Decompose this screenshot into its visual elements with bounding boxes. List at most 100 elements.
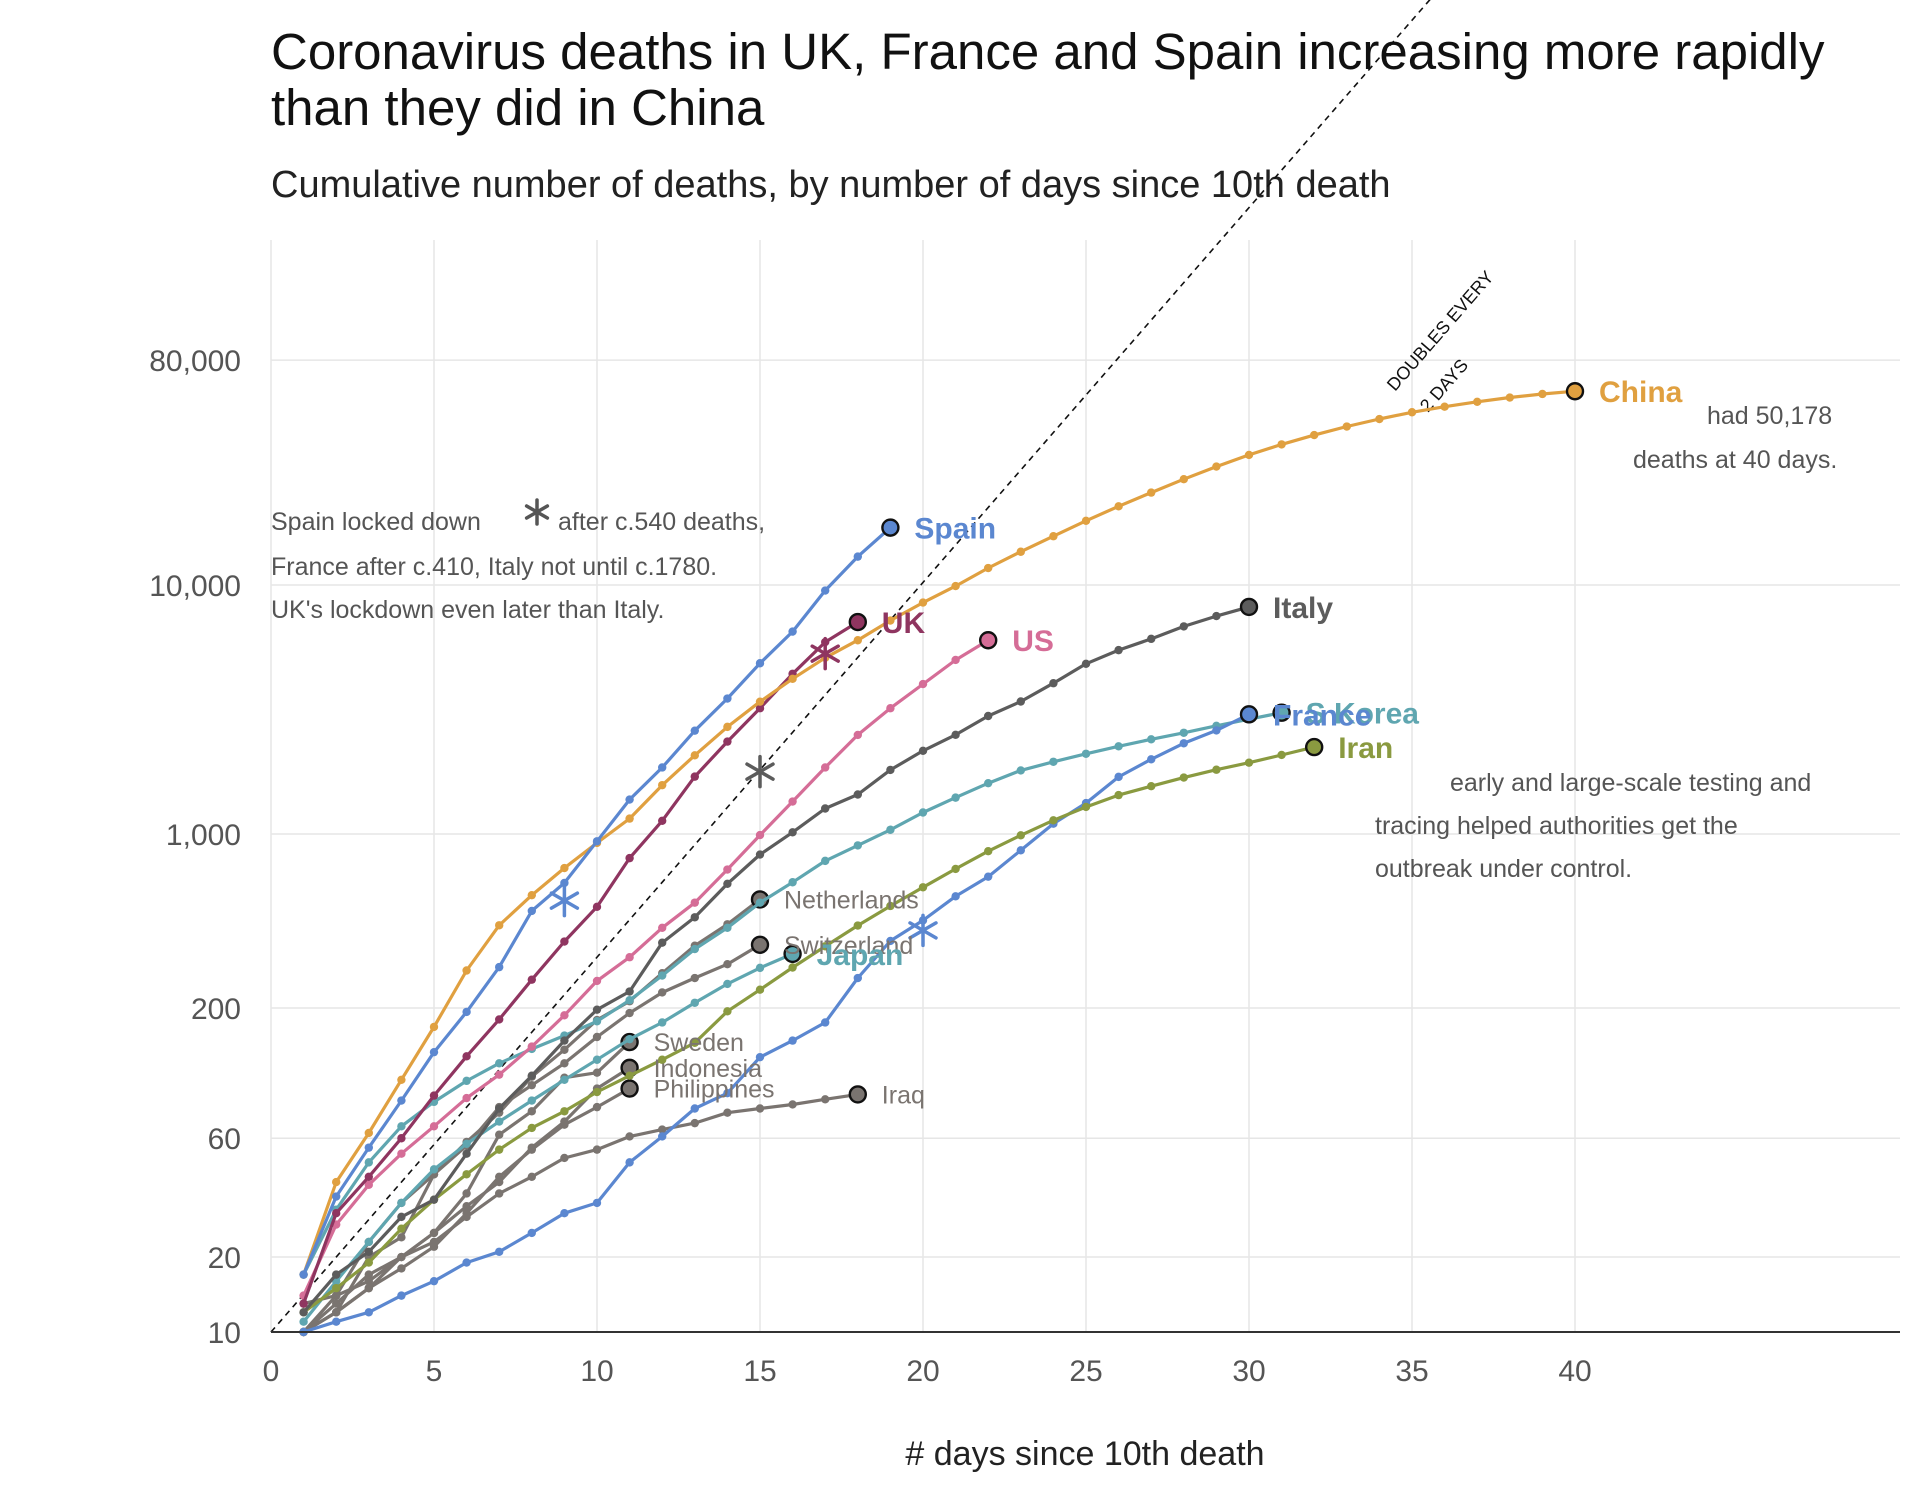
data-point: [755, 1104, 765, 1113]
lockdown-star-italy: [745, 754, 775, 789]
data-point: [462, 966, 471, 975]
data-point: [658, 1125, 667, 1134]
series-label-us: US: [1012, 625, 1054, 658]
data-point: [462, 1149, 471, 1158]
data-point: [821, 942, 830, 951]
data-point: [984, 711, 993, 721]
series-line-italy: [302, 605, 1250, 1314]
data-point: [918, 598, 928, 607]
data-point: [429, 1047, 439, 1057]
data-point: [690, 973, 699, 983]
series-line-iraq: [302, 1092, 859, 1334]
data-point: [462, 1208, 471, 1218]
data-point: [397, 1224, 406, 1233]
data-point: [821, 586, 830, 595]
data-point: [592, 1145, 602, 1154]
data-point: [495, 1070, 504, 1079]
data-point: [723, 865, 732, 874]
data-point: [364, 1128, 373, 1138]
data-point: [1147, 735, 1156, 744]
data-point: [1081, 659, 1091, 669]
data-point: [625, 1071, 634, 1080]
data-point: [1049, 532, 1058, 541]
data-point: [1179, 728, 1189, 737]
series-label-netherlands: Netherlands: [784, 886, 919, 914]
data-point: [951, 581, 960, 591]
data-point: [886, 825, 895, 834]
data-point: [723, 722, 732, 732]
data-point: [462, 1139, 471, 1148]
data-point: [397, 1096, 406, 1105]
data-point: [625, 853, 634, 863]
data-point: [1277, 750, 1286, 760]
lockdown-star-uk: [810, 636, 840, 671]
series-line-s-korea: [302, 711, 1282, 1276]
series-line-uk: [302, 620, 859, 1305]
data-point: [397, 1149, 406, 1158]
data-point: [592, 1068, 602, 1077]
data-point: [886, 704, 895, 713]
data-point: [690, 898, 699, 907]
data-point: [1016, 831, 1025, 840]
chart-title: Coronavirus deaths in UK, France and Spa…: [271, 23, 1825, 136]
data-point: [886, 616, 895, 625]
data-point: [560, 1011, 569, 1020]
data-point: [723, 879, 732, 888]
data-point: [821, 763, 830, 772]
data-point: [1407, 408, 1417, 417]
data-point: [332, 1308, 341, 1317]
data-point: [1473, 397, 1482, 407]
data-point: [658, 780, 667, 790]
data-point: [397, 1075, 406, 1085]
data-point: [625, 795, 634, 804]
data-point: [723, 959, 732, 969]
x-axis-label: # days since 10th death: [905, 1435, 1264, 1473]
data-point: [560, 1107, 569, 1116]
data-point: [364, 1172, 373, 1182]
data-point: [429, 1165, 439, 1174]
data-point: [1147, 634, 1156, 644]
data-point: [723, 923, 732, 933]
data-point: [723, 979, 732, 989]
data-point: [853, 552, 862, 561]
data-point: [951, 892, 960, 901]
data-point: [397, 1134, 406, 1143]
data-point: [625, 1008, 634, 1018]
data-point: [1342, 422, 1352, 431]
data-point: [299, 1317, 308, 1326]
data-point: [690, 1118, 699, 1128]
data-point: [495, 1130, 504, 1139]
data-point: [951, 793, 960, 802]
series-us: [299, 631, 998, 1300]
data-point: [299, 1299, 308, 1308]
data-point: [592, 1055, 602, 1064]
data-point: [592, 1102, 602, 1112]
data-point: [984, 778, 993, 788]
y-tick-label: 10: [208, 1317, 241, 1350]
annotation-china-text: deaths at 40 days.: [1633, 446, 1837, 474]
lockdown-markers: [549, 636, 938, 948]
data-point: [332, 1192, 341, 1201]
data-point: [495, 962, 504, 972]
data-point: [821, 804, 830, 813]
data-point: [1114, 742, 1123, 751]
data-point: [1016, 697, 1025, 706]
data-point: [1179, 739, 1189, 748]
endpoint-marker: [848, 612, 867, 632]
data-point: [332, 1208, 341, 1218]
data-point: [658, 1055, 667, 1064]
data-point: [364, 1180, 373, 1190]
data-point: [755, 697, 765, 706]
data-point: [592, 902, 602, 912]
data-point: [984, 846, 993, 856]
data-point: [625, 1034, 634, 1044]
data-point: [462, 1170, 471, 1179]
series-line-us: [302, 638, 990, 1297]
endpoint-marker: [1565, 382, 1585, 401]
data-point: [495, 1145, 504, 1154]
data-point: [918, 746, 928, 756]
data-point: [788, 963, 797, 972]
data-point: [755, 1052, 765, 1062]
data-point: [1114, 502, 1123, 511]
data-point: [397, 1264, 406, 1273]
